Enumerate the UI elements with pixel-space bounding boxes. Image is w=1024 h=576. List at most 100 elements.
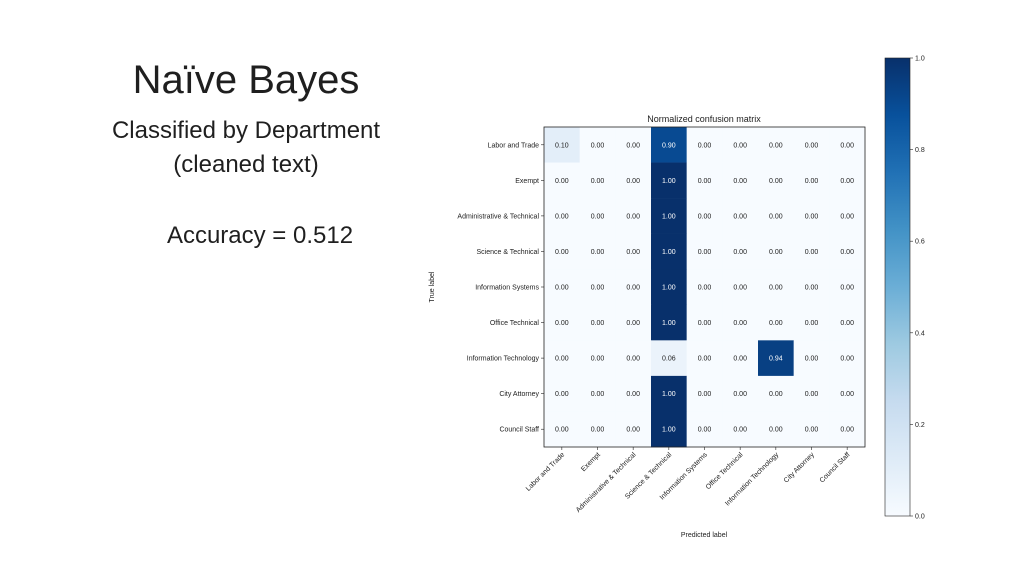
cell-value-label: 0.00 xyxy=(555,356,569,363)
cell-value-label: 0.00 xyxy=(626,391,640,398)
cell-value-label: 0.00 xyxy=(698,142,712,149)
cell-value-label: 0.94 xyxy=(769,356,783,363)
heatmap-cell xyxy=(579,269,616,306)
cell-value-label: 1.00 xyxy=(662,391,676,398)
cell-value-label: 0.00 xyxy=(769,285,783,292)
heatmap-cell xyxy=(615,127,652,163)
cell-value-label: 1.00 xyxy=(662,285,676,292)
heatmap-cell xyxy=(758,340,794,377)
cell-value-label: 0.00 xyxy=(733,427,747,434)
heatmap-cell xyxy=(544,127,580,163)
heatmap-cell xyxy=(579,127,616,163)
heatmap-cell xyxy=(651,340,687,377)
heatmap-cell xyxy=(829,269,866,306)
cell-value-label: 0.00 xyxy=(555,249,569,256)
cell-value-label: 0.00 xyxy=(698,356,712,363)
heatmap-cell xyxy=(686,304,723,341)
cell-value-label: 0.00 xyxy=(626,320,640,327)
cell-value-label: 0.00 xyxy=(805,285,819,292)
cell-value-label: 0.00 xyxy=(591,249,605,256)
heatmap-cell xyxy=(579,233,616,270)
heatmap-cell xyxy=(686,375,723,412)
cell-value-label: 0.00 xyxy=(769,391,783,398)
heatmap-cell xyxy=(579,340,616,377)
heatmap-cell xyxy=(758,127,794,163)
cell-value-label: 0.00 xyxy=(591,142,605,149)
cell-value-label: 0.00 xyxy=(805,391,819,398)
subtitle-line-1: Classified by Department xyxy=(111,117,381,144)
cell-value-label: 0.00 xyxy=(769,142,783,149)
cell-value-label: 0.00 xyxy=(733,320,747,327)
y-tick-label: Council Staff xyxy=(499,427,539,434)
cell-value-label: 0.00 xyxy=(840,391,854,398)
y-tick-label: Information Systems xyxy=(475,285,539,292)
heatmap-cell xyxy=(793,375,830,412)
cell-value-label: 1.00 xyxy=(662,213,676,220)
colorbar-tick-label: 0.8 xyxy=(915,147,925,154)
heatmap-cell xyxy=(579,304,616,341)
heatmap-cell xyxy=(758,411,794,448)
heatmap-cell xyxy=(615,162,652,199)
colorbar-tick-label: 0.4 xyxy=(915,330,925,337)
cell-value-label: 0.00 xyxy=(591,320,605,327)
cell-value-label: 0.00 xyxy=(805,427,819,434)
cell-value-label: 0.00 xyxy=(698,391,712,398)
heatmap-cell xyxy=(686,127,723,163)
heatmap-cell xyxy=(615,340,652,377)
x-tick-label: Labor and Trade xyxy=(525,451,566,492)
heatmap-cell xyxy=(615,269,652,306)
cell-value-label: 0.00 xyxy=(733,249,747,256)
heatmap-cell xyxy=(793,233,830,270)
heatmap-cell xyxy=(686,340,723,377)
heatmap-cell xyxy=(722,375,759,412)
heatmap-cell xyxy=(758,233,794,270)
cell-value-label: 0.00 xyxy=(591,178,605,185)
cell-value-label: 0.00 xyxy=(555,320,569,327)
cell-value-label: 0.00 xyxy=(626,249,640,256)
cell-value-label: 0.00 xyxy=(769,249,783,256)
x-tick-label: Council Staff xyxy=(819,451,852,484)
cell-value-label: 0.00 xyxy=(733,178,747,185)
heatmap-cell xyxy=(829,198,866,234)
cell-value-label: 0.10 xyxy=(555,142,569,149)
heatmap-cell xyxy=(793,127,830,163)
cell-value-label: 0.00 xyxy=(769,320,783,327)
cell-value-label: 0.00 xyxy=(626,178,640,185)
cell-value-label: 0.00 xyxy=(840,178,854,185)
cell-value-label: 0.00 xyxy=(733,213,747,220)
heatmap-cell xyxy=(722,198,759,234)
cell-value-label: 0.00 xyxy=(698,427,712,434)
heatmap-cell xyxy=(793,304,830,341)
cell-value-label: 0.00 xyxy=(591,391,605,398)
heatmap-cell xyxy=(615,198,652,234)
colorbar-tick-label: 0.6 xyxy=(915,239,925,246)
colorbar xyxy=(884,57,911,517)
cell-value-label: 0.00 xyxy=(626,213,640,220)
y-tick-label: Exempt xyxy=(515,178,539,185)
y-tick-label: Information Technology xyxy=(467,356,540,363)
heatmap-cell xyxy=(686,269,723,306)
cell-value-label: 0.00 xyxy=(840,213,854,220)
heatmap-cell xyxy=(722,269,759,306)
cell-value-label: 1.00 xyxy=(662,249,676,256)
colorbar-tick-label: 0.2 xyxy=(915,422,925,429)
heatmap-cell xyxy=(651,233,687,270)
cell-value-label: 0.00 xyxy=(555,391,569,398)
y-tick-label: Science & Technical xyxy=(476,249,539,256)
heatmap-cell xyxy=(829,375,866,412)
x-tick-label: Administrative & Technical xyxy=(575,451,638,514)
cell-value-label: 1.00 xyxy=(662,427,676,434)
slide-subtitle: Classified by Department (cleaned text) xyxy=(60,114,432,182)
cell-value-label: 0.00 xyxy=(591,213,605,220)
heatmap-cell xyxy=(686,198,723,234)
cell-value-label: 0.00 xyxy=(733,356,747,363)
heatmap-cell xyxy=(544,233,580,270)
cell-value-label: 0.00 xyxy=(805,320,819,327)
heatmap-cell xyxy=(651,127,687,163)
cell-value-label: 0.00 xyxy=(555,178,569,185)
cell-value-label: 0.00 xyxy=(626,142,640,149)
heatmap-cell xyxy=(829,340,866,377)
colorbar-tick-label: 1.0 xyxy=(915,56,925,63)
cell-value-label: 0.00 xyxy=(733,391,747,398)
